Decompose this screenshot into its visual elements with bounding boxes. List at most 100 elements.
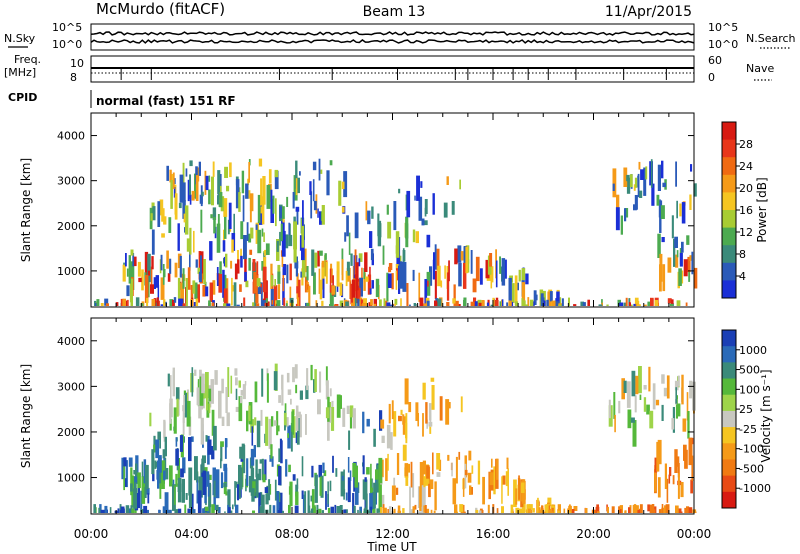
echo-cell bbox=[606, 506, 609, 513]
echo-cell bbox=[650, 159, 653, 188]
echo-cell bbox=[237, 259, 240, 274]
echo-cell bbox=[155, 275, 159, 288]
colorbar-swatch bbox=[722, 475, 736, 493]
echo-cell bbox=[362, 455, 365, 475]
echo-cell bbox=[365, 493, 368, 510]
echo-cell bbox=[301, 490, 304, 499]
echo-cell bbox=[288, 486, 292, 495]
echo-cell bbox=[656, 194, 660, 206]
echo-cell bbox=[378, 481, 382, 512]
echo-cell bbox=[271, 456, 274, 467]
echo-cell bbox=[241, 170, 245, 194]
echo-cell bbox=[624, 510, 627, 513]
echo-cell bbox=[273, 420, 277, 426]
echo-cell bbox=[525, 273, 529, 285]
echo-cell bbox=[406, 190, 411, 218]
echo-cell bbox=[321, 260, 325, 268]
echo-cell bbox=[204, 467, 208, 483]
echo-cell bbox=[258, 492, 261, 513]
echo-cell bbox=[195, 298, 199, 306]
echo-cell bbox=[190, 285, 194, 306]
echo-cell bbox=[364, 479, 368, 501]
echo-cell bbox=[255, 459, 258, 478]
x-tick-label: 00:00 bbox=[677, 527, 712, 541]
echo-cell bbox=[274, 170, 279, 190]
echo-cell bbox=[471, 487, 473, 495]
echo-cell bbox=[688, 507, 693, 513]
echo-cell bbox=[393, 201, 397, 231]
echo-cell bbox=[491, 458, 493, 468]
echo-cell bbox=[671, 215, 674, 239]
echo-cell bbox=[198, 402, 202, 419]
echo-cell bbox=[402, 444, 407, 461]
echo-cell bbox=[367, 274, 372, 295]
echo-cell bbox=[174, 485, 176, 505]
echo-cell bbox=[412, 269, 415, 281]
echo-cell bbox=[133, 488, 137, 509]
echo-cell bbox=[395, 264, 399, 270]
echo-cell bbox=[652, 509, 656, 513]
echo-cell bbox=[221, 378, 224, 394]
echo-cell bbox=[125, 460, 128, 488]
echo-cell bbox=[169, 169, 172, 183]
echo-cell bbox=[295, 484, 299, 497]
echo-cell bbox=[205, 398, 208, 411]
echo-cell bbox=[384, 300, 388, 306]
echo-cell bbox=[394, 298, 398, 305]
echo-cell bbox=[436, 248, 440, 271]
echo-cell bbox=[370, 248, 374, 261]
echo-cell bbox=[424, 220, 428, 226]
echo-cell bbox=[147, 253, 151, 283]
echo-cell bbox=[298, 279, 301, 306]
nsearch-hi-label: 10^5 bbox=[708, 21, 738, 34]
echo-cell bbox=[314, 252, 318, 268]
echo-cell bbox=[272, 195, 275, 214]
echo-cell bbox=[255, 274, 259, 304]
echo-cell bbox=[174, 509, 178, 513]
echo-cell bbox=[398, 415, 402, 422]
echo-cell bbox=[173, 178, 176, 185]
echo-cell bbox=[393, 411, 397, 437]
echo-cell bbox=[286, 196, 289, 207]
echo-cell bbox=[285, 303, 288, 306]
echo-cell bbox=[279, 206, 282, 219]
velocity-y-ticks: 1000 2000 3000 4000 bbox=[57, 335, 694, 485]
echo-cell bbox=[426, 508, 430, 513]
echo-cell bbox=[262, 176, 266, 205]
echo-cell bbox=[200, 417, 204, 445]
echo-cell bbox=[339, 505, 343, 513]
echo-cell bbox=[490, 262, 493, 289]
echo-cell bbox=[236, 304, 240, 306]
echo-cell bbox=[246, 458, 249, 486]
echo-cell bbox=[345, 301, 349, 306]
echo-cell bbox=[104, 298, 109, 306]
echo-cell bbox=[375, 278, 380, 298]
echo-cell bbox=[472, 278, 477, 293]
echo-cell bbox=[388, 266, 392, 273]
echo-cell bbox=[179, 174, 184, 203]
echo-cell bbox=[207, 511, 209, 513]
y-tick-label: 2000 bbox=[57, 426, 85, 439]
echo-cell bbox=[452, 478, 457, 505]
echo-cell bbox=[321, 300, 324, 306]
echo-cell bbox=[319, 250, 323, 256]
echo-cell bbox=[330, 263, 333, 270]
echo-cell bbox=[143, 459, 147, 484]
echo-cell bbox=[220, 458, 222, 469]
freq-hi-label: 10 bbox=[70, 57, 84, 70]
echo-cell bbox=[209, 282, 213, 302]
echo-cell bbox=[508, 277, 512, 306]
echo-cell bbox=[152, 470, 155, 482]
echo-cell bbox=[313, 379, 316, 393]
echo-cell bbox=[282, 510, 284, 513]
echo-cell bbox=[275, 198, 277, 227]
echo-cell bbox=[336, 506, 341, 513]
echo-cell bbox=[567, 511, 571, 513]
echo-cell bbox=[521, 268, 526, 281]
colorbar-tick-label: 16 bbox=[739, 204, 753, 217]
echo-cell bbox=[423, 303, 428, 306]
power-panel: 1000 2000 3000 4000 bbox=[57, 112, 698, 308]
echo-cell bbox=[341, 206, 345, 213]
echo-cell bbox=[527, 508, 531, 513]
echo-cell bbox=[354, 212, 359, 239]
